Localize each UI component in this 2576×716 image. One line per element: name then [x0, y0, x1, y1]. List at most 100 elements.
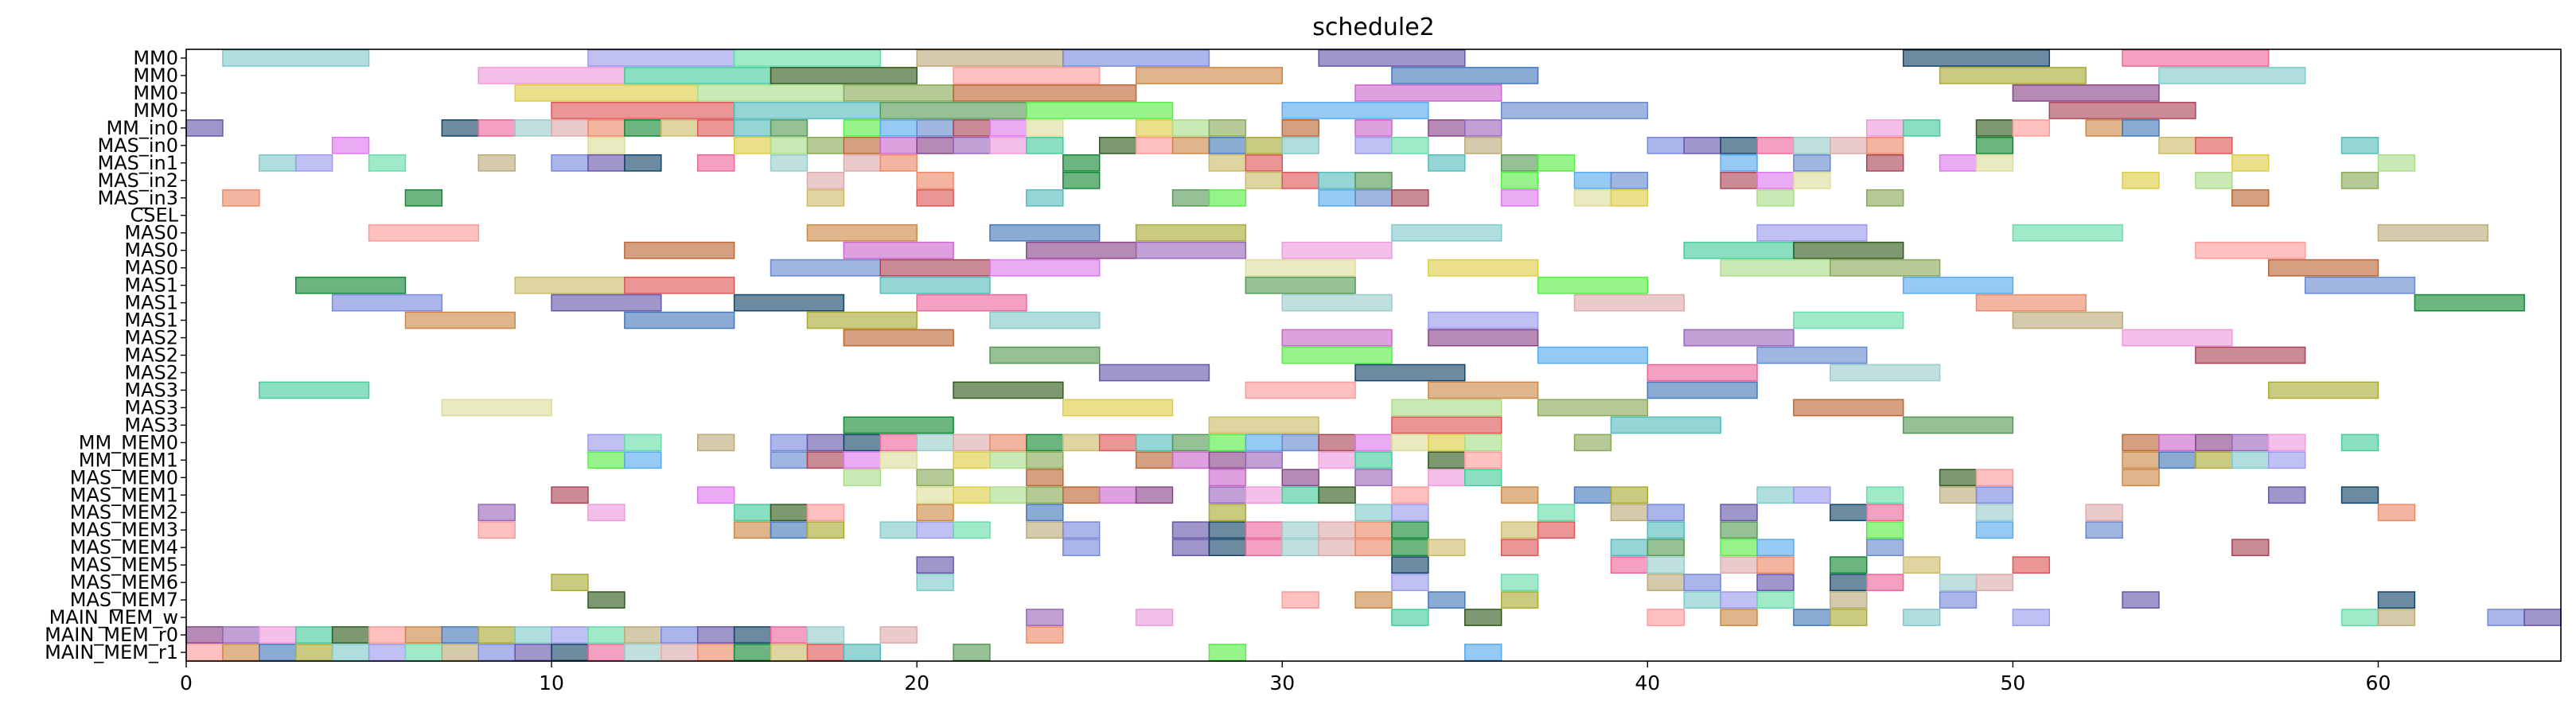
task-bar — [1171, 136, 1210, 154]
task-bar — [1830, 609, 1868, 626]
task-bar — [1171, 521, 1210, 539]
y-tick-label: MM0 — [133, 47, 178, 69]
task-bar — [1245, 259, 1356, 277]
task-bar — [1245, 381, 1356, 399]
task-bar — [1391, 434, 1429, 452]
task-bar — [2267, 486, 2306, 504]
chart-title: schedule2 — [1312, 14, 1435, 41]
task-bar — [661, 644, 699, 661]
task-bar — [2340, 434, 2379, 452]
task-bar — [2195, 241, 2306, 259]
task-bar — [1720, 259, 1831, 277]
task-bar — [1610, 486, 1649, 504]
task-bar — [2377, 609, 2416, 626]
task-bar — [587, 119, 625, 137]
task-bar — [2012, 119, 2051, 137]
task-bar — [1793, 136, 1831, 154]
task-bar — [185, 626, 224, 644]
task-bar — [1318, 434, 1356, 452]
task-bar — [953, 381, 1064, 399]
x-tick-label: 50 — [2000, 671, 2025, 695]
task-bar — [1062, 434, 1101, 452]
y-tick-label: MM_MEM1 — [79, 449, 178, 471]
task-bar — [1573, 294, 1685, 312]
task-bar — [587, 591, 625, 609]
task-bar — [770, 259, 881, 277]
task-bar — [1793, 171, 1831, 189]
task-bar — [806, 521, 845, 539]
task-bar — [989, 434, 1027, 452]
task-bar — [989, 259, 1101, 277]
y-tick-label: MAS0 — [124, 222, 178, 244]
x-tick-label: 60 — [2366, 671, 2391, 695]
task-bar — [916, 574, 954, 591]
task-bar — [1720, 609, 1758, 626]
task-bar — [2267, 381, 2379, 399]
task-bar — [1939, 154, 1978, 172]
task-bar — [843, 329, 954, 347]
task-bar — [1720, 591, 1758, 609]
y-tick-label: MM0 — [133, 99, 178, 122]
task-bar — [1281, 434, 1319, 452]
y-tick-label: MM0 — [133, 82, 178, 104]
task-bar — [1500, 154, 1539, 172]
task-bar — [1391, 609, 1429, 626]
task-bar — [1866, 574, 1904, 591]
task-bar — [1281, 171, 1319, 189]
task-bar — [368, 644, 407, 661]
y-tick-label: MAS1 — [124, 274, 178, 297]
task-bar — [916, 556, 954, 574]
task-bar — [1720, 136, 1758, 154]
task-bar — [294, 154, 333, 172]
task-bar — [879, 154, 918, 172]
task-bar — [916, 294, 1027, 312]
x-tick-label: 0 — [180, 671, 193, 695]
task-bar — [1647, 136, 1685, 154]
task-bar — [551, 102, 735, 119]
task-bar — [953, 486, 991, 504]
task-bar — [1354, 434, 1393, 452]
task-bar — [1208, 189, 1247, 207]
task-bar — [2012, 609, 2051, 626]
task-bar — [733, 294, 845, 312]
task-bar — [259, 154, 297, 172]
task-bar — [1647, 539, 1685, 557]
task-bar — [1391, 521, 1429, 539]
task-bar — [368, 154, 407, 172]
task-bar — [1135, 224, 1247, 242]
y-tick-label: MAS_MEM1 — [70, 484, 178, 506]
task-bar — [1208, 521, 1247, 539]
task-bar — [477, 644, 516, 661]
task-bar — [953, 84, 1137, 102]
task-bar — [1756, 539, 1795, 557]
task-bar — [989, 486, 1027, 504]
task-bar — [879, 102, 1027, 119]
task-bar — [1391, 67, 1539, 84]
task-bar — [1975, 574, 2014, 591]
task-bar — [696, 119, 735, 137]
task-bar — [1428, 154, 1466, 172]
task-bar — [1975, 521, 2014, 539]
task-bar — [2158, 67, 2306, 84]
task-bar — [806, 434, 845, 452]
task-bar — [1647, 364, 1758, 382]
task-bar — [843, 469, 881, 487]
task-bar — [1830, 504, 1868, 522]
task-bar — [1902, 416, 2014, 434]
task-bar — [1098, 486, 1137, 504]
task-bar — [1318, 539, 1356, 557]
task-bar — [696, 644, 735, 661]
task-bar — [294, 626, 333, 644]
task-bar — [879, 521, 918, 539]
y-tick-label: MAS_MEM3 — [70, 519, 178, 541]
task-bar — [1208, 119, 1247, 137]
task-bar — [1171, 119, 1210, 137]
task-bar — [477, 67, 625, 84]
task-bar — [843, 644, 881, 661]
task-bar — [1062, 486, 1101, 504]
task-bar — [2122, 119, 2160, 137]
task-bar — [1464, 451, 1502, 469]
task-bar — [1026, 119, 1064, 137]
task-bar — [1428, 311, 1539, 329]
task-bar — [696, 84, 845, 102]
